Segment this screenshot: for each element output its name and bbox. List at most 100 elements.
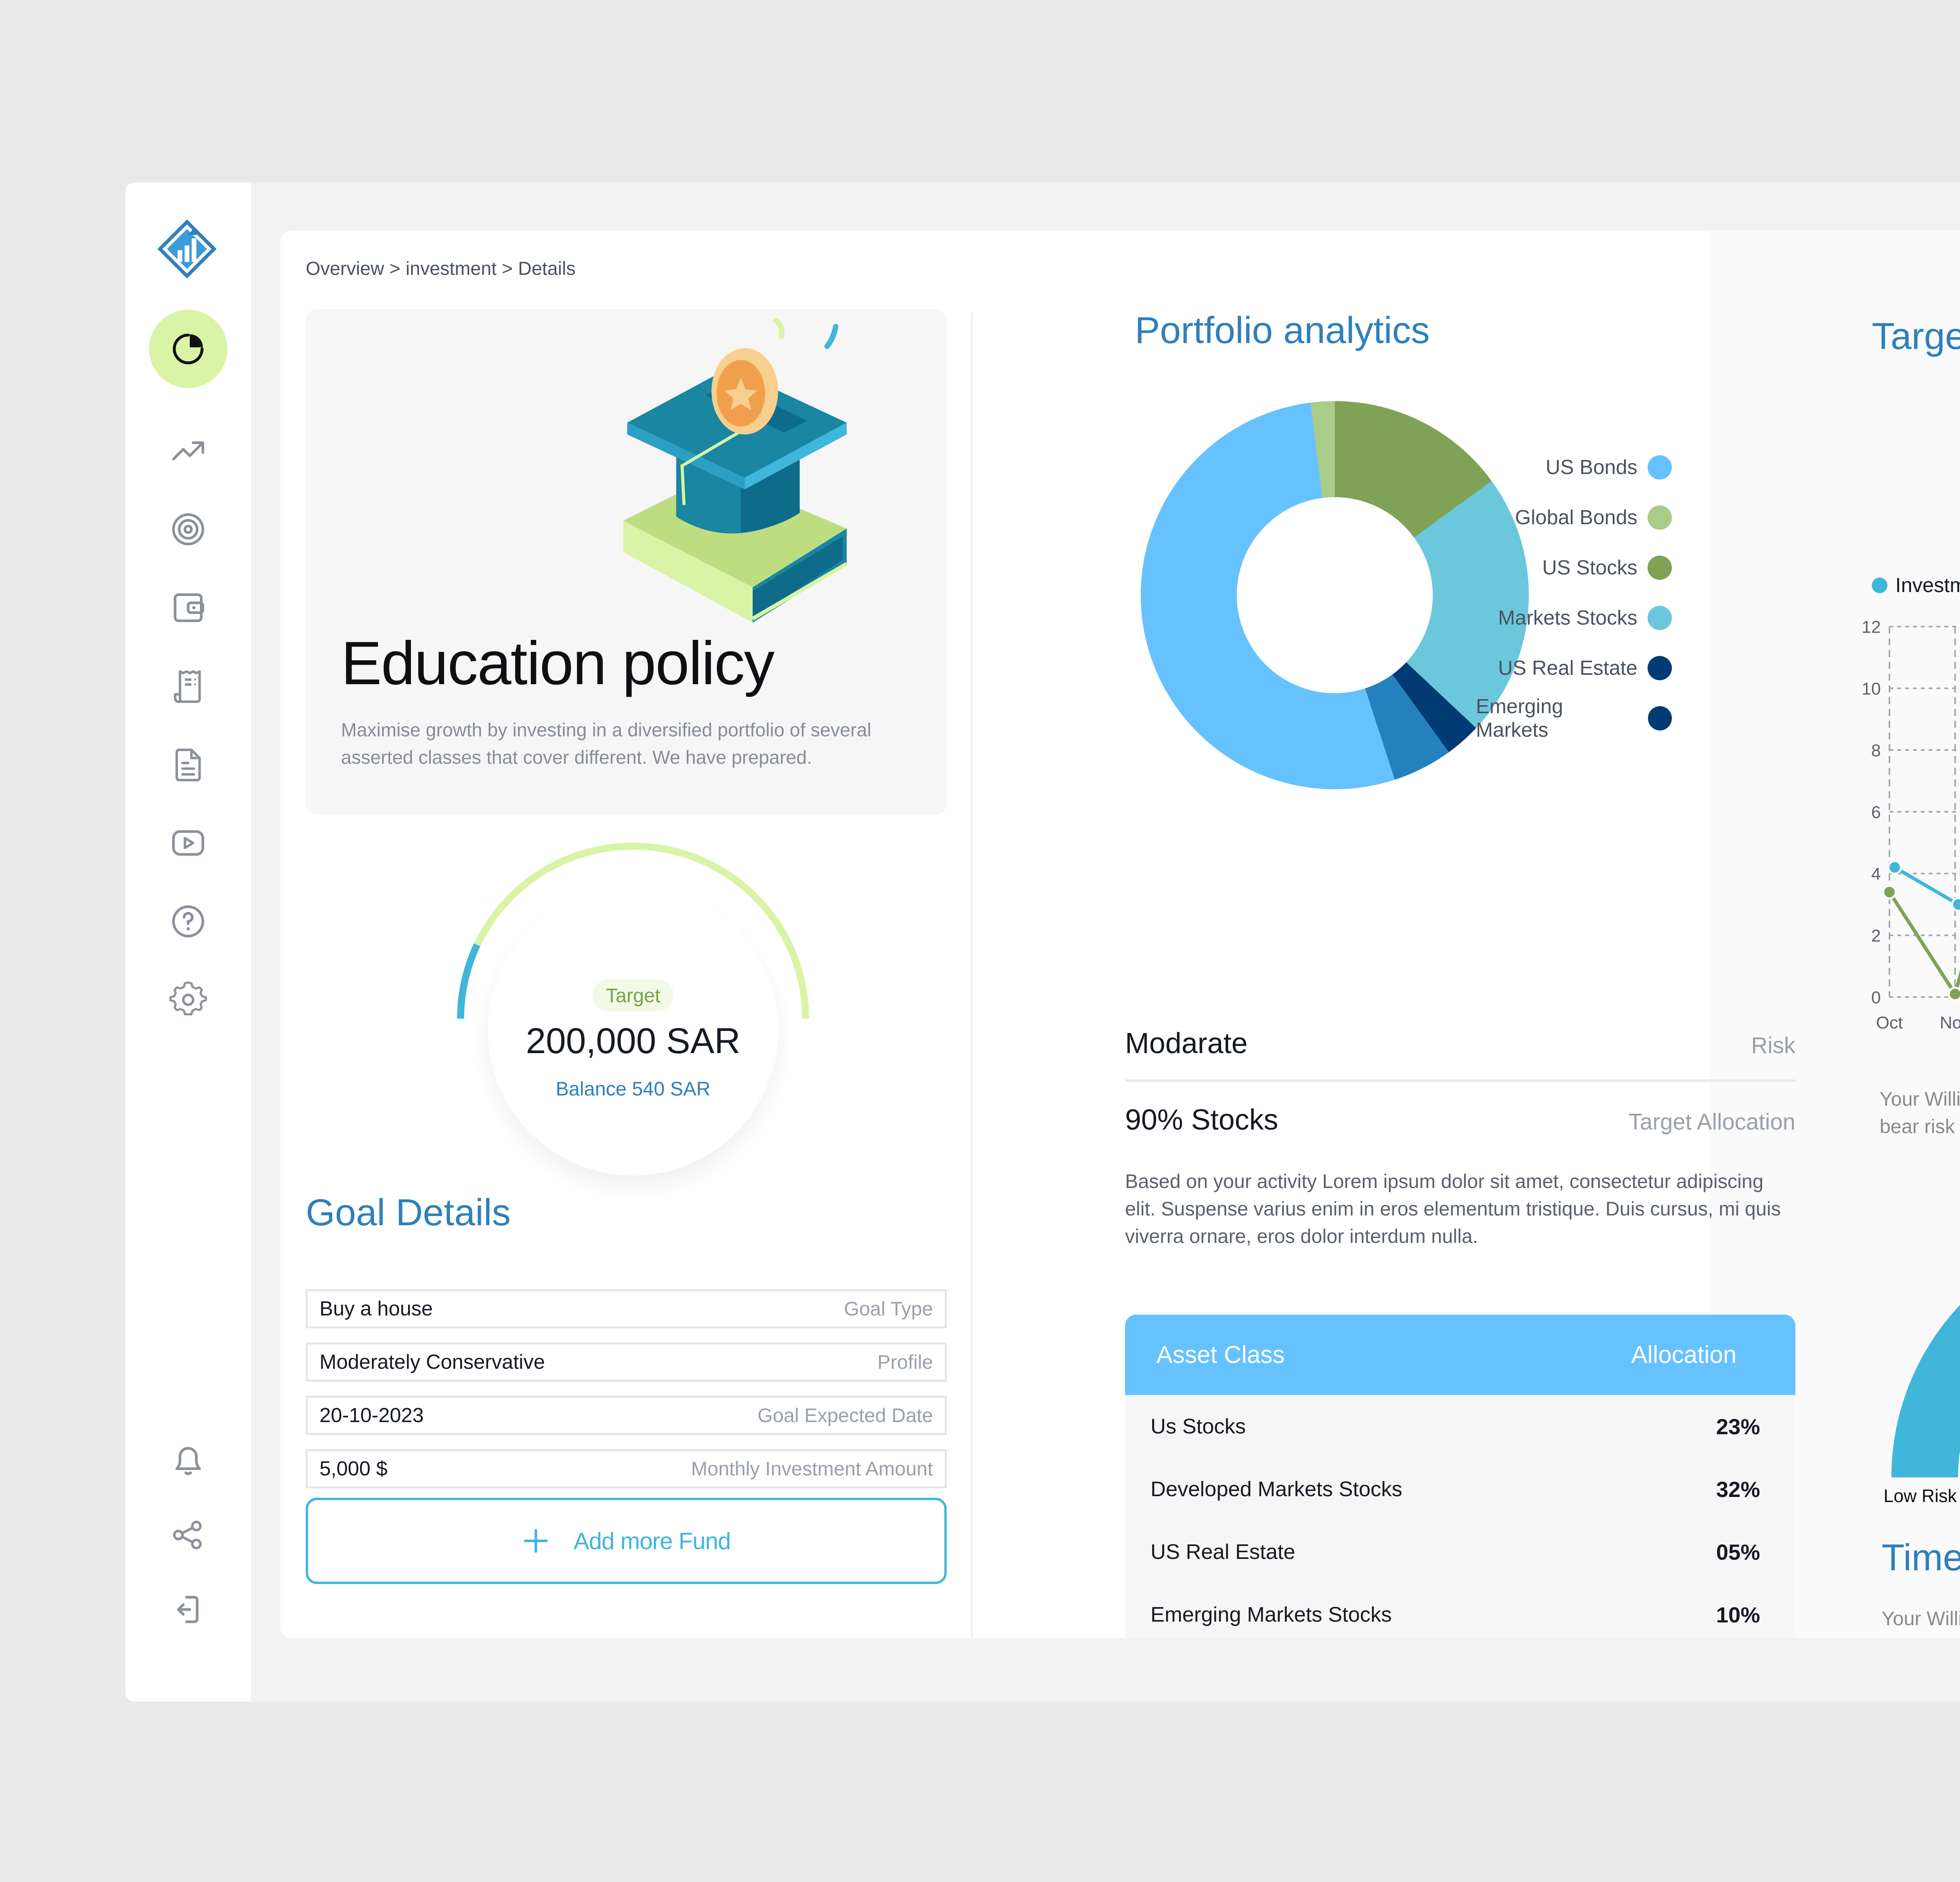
legend-label: US Stocks xyxy=(1542,556,1637,579)
main-content: Overview > investment > Details xyxy=(280,231,1960,1638)
legend-item-markets-stocks: Markets Stocks xyxy=(1476,593,1672,643)
legend-dot xyxy=(1648,706,1672,730)
table-row[interactable]: Emerging Markets Stocks 10% xyxy=(1125,1583,1795,1638)
risk-gauge xyxy=(1891,1305,1960,1477)
data-point[interactable] xyxy=(1951,897,1960,912)
asset-pct: 23% xyxy=(1716,1414,1760,1439)
donut-segment[interactable] xyxy=(1141,402,1395,789)
graduation-cap-illustration xyxy=(623,318,848,623)
donut-segment[interactable] xyxy=(1335,401,1492,538)
legend-dot xyxy=(1648,556,1672,580)
gear-icon xyxy=(169,981,207,1015)
balance-amount: Balance 540 SAR xyxy=(555,1078,711,1100)
investment-return-line-chart[interactable]: 024681012OctNovDecJanFebMarAprMayJunInve… xyxy=(1854,619,1960,1066)
plus-icon xyxy=(524,1529,548,1553)
goal-value: Moderately Conservative xyxy=(319,1351,545,1373)
play-icon xyxy=(172,830,204,856)
sidebar-item-logout[interactable] xyxy=(149,1570,227,1649)
asset-name: Us Stocks xyxy=(1151,1415,1246,1438)
asset-name: Emerging Markets Stocks xyxy=(1151,1603,1392,1626)
sidebar-item-share[interactable] xyxy=(149,1496,227,1574)
data-point[interactable] xyxy=(1948,986,1960,1001)
goal-row-goal-type[interactable]: Buy a house Goal Type xyxy=(306,1289,947,1328)
sidebar-item-trends[interactable] xyxy=(149,412,227,490)
portfolio-description: Based on your activity Lorem ipsum dolor… xyxy=(1125,1170,1781,1247)
sidebar-item-receipts[interactable] xyxy=(149,647,227,725)
header-asset-class[interactable]: Asset Class xyxy=(1156,1341,1285,1368)
goal-value: 5,000 $ xyxy=(319,1457,388,1480)
svg-text:0: 0 xyxy=(1871,988,1881,1007)
hero-card: Education policy Maximise growth by inve… xyxy=(306,309,947,815)
time-horizon-description: Your Willingness to take on risks is hig… xyxy=(1882,1608,1960,1638)
breadcrumb[interactable]: Overview > investment > Details xyxy=(306,258,576,279)
legend-item-us-real-estate: US Real Estate xyxy=(1476,643,1672,693)
target-card: Target 200,000 SAR Balance 540 SAR xyxy=(488,885,778,1175)
sidebar-item-portfolio[interactable] xyxy=(149,310,227,388)
portfolio-donut-chart[interactable] xyxy=(1139,399,1531,791)
table-row[interactable]: Us Stocks 23% xyxy=(1125,1395,1795,1458)
sidebar-item-settings[interactable] xyxy=(149,961,227,1039)
target-pill: Target xyxy=(592,979,674,1012)
column-divider xyxy=(971,313,973,1638)
risk-value: Modarate xyxy=(1125,1027,1248,1059)
logo-icon xyxy=(157,219,217,279)
trending-up-icon xyxy=(172,441,204,461)
target-icon xyxy=(172,513,204,545)
receipt-icon xyxy=(174,670,201,703)
header-allocation[interactable]: Allocation xyxy=(1631,1341,1737,1368)
hero-description: Maximise growth by investing in a divers… xyxy=(341,720,871,768)
asset-pct: 32% xyxy=(1716,1477,1760,1502)
hero-title: Education policy xyxy=(341,629,775,698)
legend-label: US Bonds xyxy=(1545,456,1637,479)
risk-row: Modarate Risk xyxy=(1125,1026,1795,1060)
svg-text:2: 2 xyxy=(1871,926,1881,946)
add-fund-label: Add more Fund xyxy=(573,1528,731,1554)
goal-details-title: Goal Details xyxy=(306,1192,511,1233)
legend-label: Global Bonds xyxy=(1515,506,1637,529)
legend-dot xyxy=(1648,455,1672,480)
sidebar-item-help[interactable] xyxy=(149,882,227,961)
help-icon xyxy=(172,905,204,937)
asset-name: Developed Markets Stocks xyxy=(1151,1477,1403,1501)
sidebar-item-documents[interactable] xyxy=(149,725,227,804)
donut-segment[interactable] xyxy=(1392,662,1476,752)
legend-label: Emerging Markets xyxy=(1476,695,1563,741)
legend-dot xyxy=(1872,578,1887,593)
data-point[interactable] xyxy=(1882,885,1897,899)
progress-arc xyxy=(457,843,809,1019)
sidebar-item-videos[interactable] xyxy=(149,804,227,882)
svg-text:Nov: Nov xyxy=(1940,1013,1960,1032)
goal-label: Goal Type xyxy=(844,1298,933,1320)
data-point[interactable] xyxy=(1887,860,1902,875)
app-logo[interactable] xyxy=(157,219,217,279)
table-header: Asset Class Allocation xyxy=(1125,1315,1795,1395)
donut-segment[interactable] xyxy=(1406,481,1529,728)
risk-description: Your Willingness to take on risks is hig… xyxy=(1880,1088,1960,1137)
goal-row-profile[interactable]: Moderately Conservative Profile xyxy=(306,1342,947,1382)
allocation-table: Asset Class Allocation Us Stocks 23% Deve… xyxy=(1125,1315,1795,1638)
table-row[interactable]: Developed Markets Stocks 32% xyxy=(1125,1458,1795,1520)
target-title: Target xyxy=(1872,315,1960,357)
legend-item-us-stocks: US Stocks xyxy=(1476,543,1672,593)
legend-dot xyxy=(1648,656,1672,680)
table-row[interactable]: US Real Estate 05% xyxy=(1125,1520,1795,1583)
donut-segment[interactable] xyxy=(1310,401,1335,498)
sidebar-item-notifications[interactable] xyxy=(149,1421,227,1500)
target-amount: 200,000 SAR xyxy=(526,1021,740,1061)
legend-dot xyxy=(1648,606,1672,630)
line-chart-legend: Investment amount Return amount xyxy=(1872,574,1960,597)
svg-text:10: 10 xyxy=(1862,679,1881,699)
goal-row-expected-date[interactable]: 20-10-2023 Goal Expected Date xyxy=(306,1396,947,1435)
donut-segment[interactable] xyxy=(1365,674,1449,780)
target-progress-ring: Target 200,000 SAR Balance 540 SAR xyxy=(437,842,829,1195)
wallet-icon xyxy=(174,593,204,622)
sidebar-item-wallet[interactable] xyxy=(149,569,227,647)
add-more-fund-button[interactable]: Add more Fund xyxy=(306,1498,947,1584)
goal-label: Profile xyxy=(877,1351,933,1373)
risk-label: Risk xyxy=(1751,1033,1795,1058)
sidebar-item-goals[interactable] xyxy=(149,490,227,569)
svg-text:4: 4 xyxy=(1871,865,1881,884)
svg-text:8: 8 xyxy=(1871,741,1881,760)
goal-row-monthly-amount[interactable]: 5,000 $ Monthly Investment Amount xyxy=(306,1449,947,1488)
allocation-row: 90% Stocks Target Allocation xyxy=(1125,1103,1795,1136)
